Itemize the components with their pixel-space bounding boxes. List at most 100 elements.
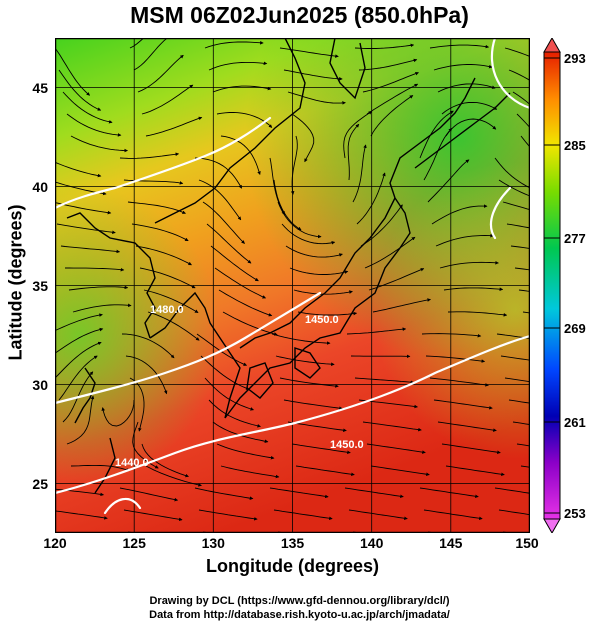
streamline-94 (271, 333, 331, 345)
streamline-39 (343, 111, 373, 159)
streamline-118 (508, 399, 530, 404)
streamline-56 (56, 223, 116, 235)
streamline-65 (210, 245, 259, 282)
streamline-21 (66, 113, 122, 137)
streamline-70 (65, 267, 125, 272)
streamline-141 (119, 487, 179, 502)
streamline-127 (141, 443, 189, 478)
streamline-9 (208, 61, 268, 71)
streamline-117 (433, 399, 493, 410)
streamline-4 (354, 43, 415, 49)
streamline-100 (200, 355, 250, 390)
streamline-79 (218, 289, 273, 317)
streamline-108 (279, 377, 339, 388)
streamline-59 (281, 223, 336, 245)
streamline-87 (297, 311, 358, 316)
streamline-73 (289, 267, 349, 275)
chart-title: MSM 06Z02Jun2025 (850.0hPa) (130, 2, 469, 28)
streamline-151 (348, 509, 408, 521)
streamline-45 (273, 179, 302, 231)
streamline-53 (352, 144, 367, 203)
streamline-30 (220, 135, 261, 175)
streamline-137 (370, 465, 430, 476)
streamline-129 (291, 443, 351, 455)
colorbar-scale (543, 51, 561, 520)
ytick-40: 40 (32, 179, 48, 195)
ytick-35: 35 (32, 278, 48, 294)
streamline-85 (147, 311, 200, 341)
streamline-111 (504, 377, 530, 383)
streamline-37 (194, 157, 242, 189)
streamline-98 (55, 327, 104, 354)
streamline-13 (508, 69, 530, 81)
colorbar-tick-285: 285 (564, 138, 586, 153)
streamline-144 (344, 487, 404, 499)
streamline-76 (514, 267, 530, 271)
streamline-88 (372, 298, 431, 313)
streamline-22 (141, 84, 194, 115)
streamline-44 (198, 179, 242, 221)
streamline-149 (198, 509, 258, 521)
plot-frame (55, 38, 530, 533)
streamline-101 (275, 355, 335, 366)
streamline-84 (72, 303, 132, 313)
streamline-140 (55, 488, 104, 497)
streamline-36 (119, 152, 180, 159)
footer-credit-drawing: Drawing by DCL (https://www.gfd-dennou.o… (149, 595, 450, 607)
streamline-115 (283, 399, 343, 410)
streamline-20 (512, 91, 530, 106)
streamline-81 (368, 268, 425, 291)
streamline-148 (123, 509, 183, 522)
streamline-57 (131, 223, 189, 242)
ytick-30: 30 (32, 377, 48, 393)
streamline-104 (500, 355, 530, 361)
streamline-110 (429, 377, 489, 387)
streamline-34 (520, 135, 530, 148)
streamline-132 (516, 443, 530, 447)
streamline-14 (62, 91, 113, 124)
streamline-12 (433, 64, 493, 71)
streamline-103 (425, 355, 486, 363)
streamline-131 (441, 443, 501, 454)
streamline-51 (202, 201, 245, 244)
streamline-122 (287, 421, 347, 432)
streamline-69 (510, 245, 530, 249)
xtick-150: 150 (515, 535, 539, 551)
streamline-75 (439, 260, 499, 269)
streamline-24 (291, 113, 315, 163)
streamline-11 (358, 58, 418, 71)
streamline-96 (421, 333, 482, 338)
streamline-74 (364, 236, 416, 269)
streamline-114 (208, 399, 261, 428)
streamline-54 (427, 159, 470, 203)
streamline-0 (55, 47, 91, 96)
streamline-18 (362, 71, 419, 93)
streamline-124 (437, 421, 497, 432)
streamline-146 (494, 487, 530, 494)
streamline-128 (216, 443, 275, 460)
streamline-126 (66, 395, 95, 445)
coastlines (66, 38, 511, 494)
x-axis-label: Longitude (degrees) (205, 556, 379, 576)
map-plot: 1440.0 1450.0 1480.0 1450.0 (55, 38, 530, 533)
streamline-152 (423, 509, 483, 521)
wind-streamlines (55, 38, 530, 533)
streamline-64 (135, 245, 192, 266)
streamline-10 (283, 69, 343, 81)
streamline-123 (362, 421, 422, 432)
streamline-48 (498, 179, 530, 197)
xtick-145: 145 (439, 535, 463, 551)
xtick-140: 140 (360, 535, 384, 551)
streamline-52 (277, 201, 322, 239)
contour-label-1: 1440.0 (115, 457, 149, 469)
streamline-82 (443, 287, 504, 292)
streamline-1 (129, 38, 145, 49)
streamline-71 (139, 267, 196, 289)
streamline-29 (145, 116, 203, 137)
colorbar-bottom-arrow (543, 518, 561, 533)
streamline-95 (346, 327, 407, 335)
streamline-17 (287, 91, 346, 105)
streamline-38 (269, 157, 285, 216)
streamline-6 (504, 47, 530, 58)
